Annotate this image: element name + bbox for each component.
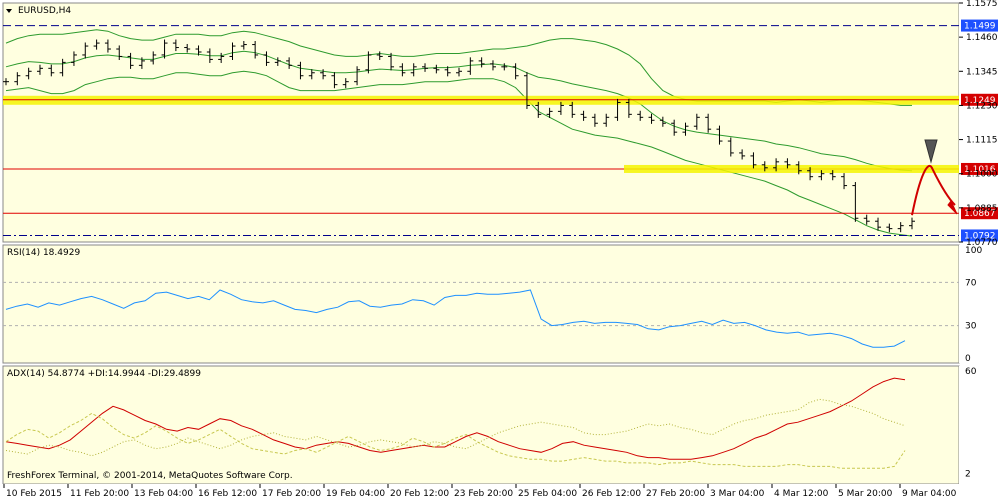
time-tick-label: 13 Feb 04:00 — [134, 489, 193, 499]
chart-menu-triangle-icon[interactable] — [6, 9, 12, 13]
symbol-title: EURUSD,H4 — [18, 6, 71, 16]
rsi-pane[interactable] — [2, 244, 960, 364]
time-tick-label: 20 Feb 12:00 — [390, 489, 449, 499]
band-lower-line — [5, 70, 913, 237]
rsi-axis — [959, 245, 1000, 363]
time-axis-ticks: 10 Feb 2015 11 Feb 20:00 13 Feb 04:00 16 Fe… — [3, 484, 957, 499]
price-tick-label: 1.1575 — [966, 0, 998, 9]
level-tag — [961, 19, 998, 32]
resistance-zone-band — [624, 164, 959, 173]
time-tick-label: 9 Mar 04:00 — [902, 489, 957, 499]
adx-series-di — [5, 412, 906, 469]
level-tag — [961, 229, 998, 242]
price-tick-label: 1.1460 — [966, 33, 998, 43]
down-arrow-marker — [924, 139, 938, 164]
time-tick-label: 17 Feb 20:00 — [262, 489, 321, 499]
price-bars — [3, 39, 915, 233]
level-tag-label: 1.1249 — [964, 96, 996, 106]
time-tick-label: 19 Feb 04:00 — [326, 489, 385, 499]
forecast-arrow-annotation — [911, 139, 958, 216]
adx-title: ADX(14) 54.8774 +DI:14.9944 -DI:29.4899 — [7, 369, 201, 379]
time-axis — [0, 484, 1000, 500]
level-tag-label: 1.0867 — [964, 209, 996, 219]
rsi-tick-label: 70 — [965, 278, 977, 288]
rsi-title: RSI(14) 18.4929 — [7, 248, 80, 258]
level-tag — [961, 93, 998, 106]
price-tick-label: 1.1115 — [966, 136, 998, 146]
level-tag-label: 1.0792 — [964, 231, 996, 241]
time-tick-label: 23 Feb 20:00 — [454, 489, 513, 499]
adx-tick-label: 60 — [965, 367, 977, 377]
time-tick-label: 26 Feb 12:00 — [582, 489, 641, 499]
level-tag — [961, 162, 998, 175]
rsi-tick-label: 30 — [965, 322, 977, 332]
time-tick-label: 5 Mar 20:00 — [838, 489, 893, 499]
band-middle-line — [5, 50, 913, 172]
rsi-tick-label: 0 — [965, 354, 971, 364]
price-axis-ticks: 1.1575 1.1460 1.1345 1.1230 1.1115 1.1000 1.08… — [959, 0, 998, 248]
forecast-arrowhead — [947, 200, 958, 215]
level-tag — [961, 207, 998, 220]
rsi-line — [5, 289, 906, 348]
adx-tick-label: 2 — [965, 469, 971, 479]
time-tick-label: 25 Feb 04:00 — [518, 489, 577, 499]
adx-axis-ticks: 60 2 — [965, 367, 977, 479]
time-tick-label: 16 Feb 12:00 — [198, 489, 257, 499]
forecast-curve — [911, 165, 956, 216]
price-tick-label: 1.0770 — [966, 238, 998, 248]
time-tick-label: 27 Feb 20:00 — [646, 489, 705, 499]
level-tag-label: 1.1499 — [964, 22, 996, 32]
price-tick-label: 1.1345 — [966, 67, 998, 77]
price-pane[interactable] — [2, 2, 960, 243]
price-tick-label: 1.1230 — [966, 101, 998, 111]
adx-series-adx — [5, 377, 906, 460]
rsi-series — [5, 289, 906, 348]
price-tick-label: 1.0885 — [966, 204, 998, 214]
rsi-axis-ticks: 100 70 30 0 — [965, 246, 982, 364]
time-tick-label: 10 Feb 2015 — [6, 489, 62, 499]
price-axis — [959, 3, 1000, 242]
time-tick-label: 4 Mar 12:00 — [774, 489, 829, 499]
level-tag-label: 1.1016 — [964, 165, 996, 175]
adx-lines — [5, 377, 906, 469]
time-tick-label: 11 Feb 20:00 — [70, 489, 129, 499]
copyright-text: FreshForex Terminal, © 2001-2014, MetaQu… — [7, 471, 293, 481]
price-tick-label: 1.1000 — [966, 170, 998, 180]
adx-pane[interactable] — [2, 365, 960, 485]
rsi-tick-label: 100 — [965, 246, 982, 256]
adx-series-di — [5, 398, 906, 457]
time-tick-label: 3 Mar 04:00 — [710, 489, 765, 499]
adx-axis — [959, 366, 1000, 484]
horizontal-levels[interactable]: 1.1499 1.1249 1.1016 1.0867 1.0792 — [3, 19, 998, 242]
